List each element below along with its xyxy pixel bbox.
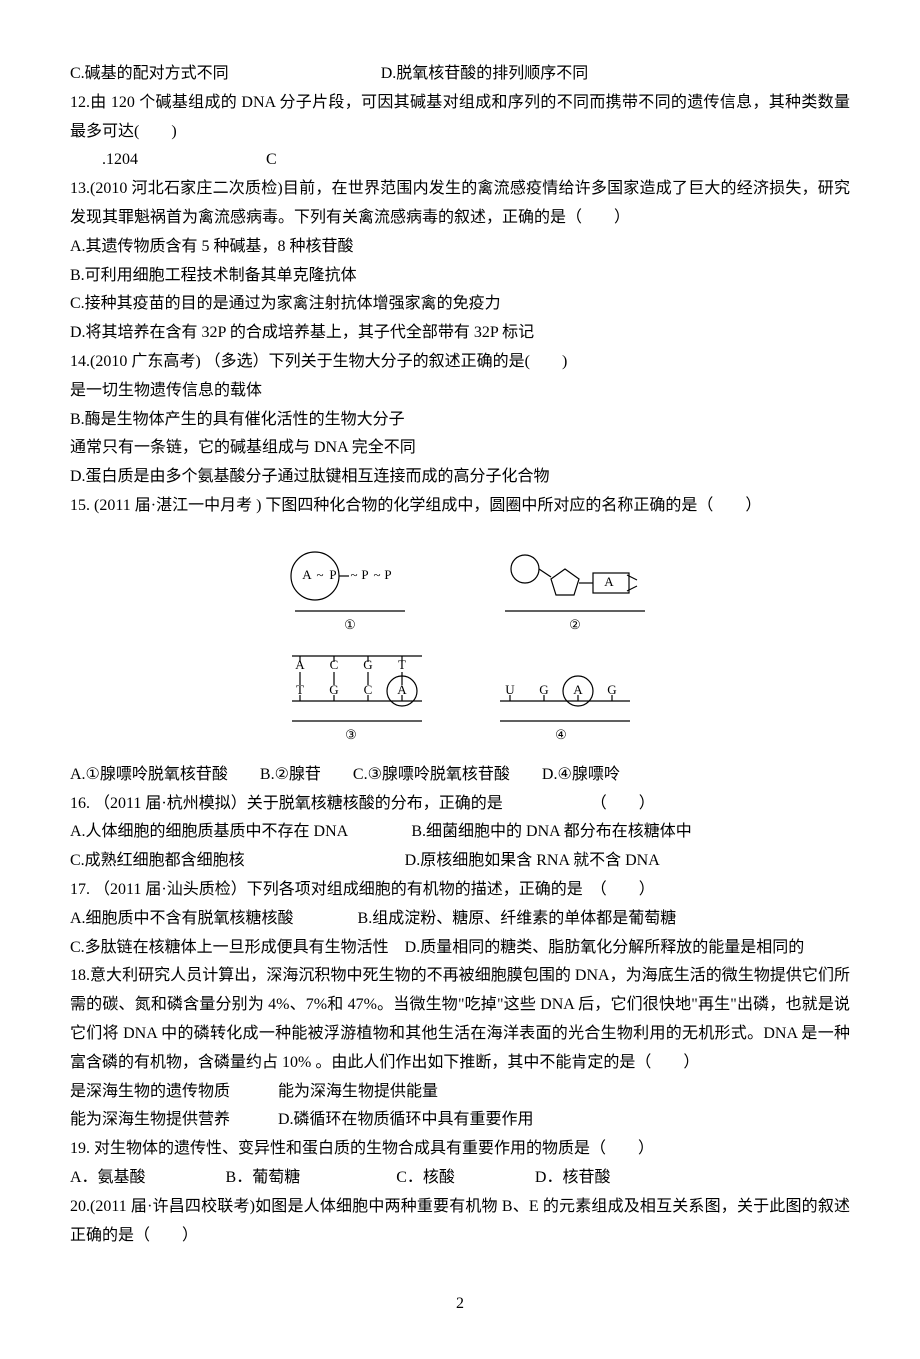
svg-text:A: A (302, 567, 312, 582)
q13-d: D.将其培养在含有 32P 的合成培养基上，其子代全部带有 32P 标记 (70, 319, 850, 348)
svg-text:P: P (361, 567, 368, 582)
svg-text:②: ② (569, 617, 581, 632)
q19-opts: A．氨基酸 B．葡萄糖 C．核酸 D．核苷酸 (70, 1164, 850, 1193)
q15-diagram: A~P~P~P①A②ACGTTGCA③UGAG④ (270, 531, 650, 751)
q14-c: 通常只有一条链，它的碱基组成与 DNA 完全不同 (70, 434, 850, 463)
q20-stem: 20.(2011 届·许昌四校联考)如图是人体细胞中两种重要有机物 B、E 的元… (70, 1193, 850, 1251)
svg-text:P: P (384, 567, 391, 582)
q14-stem: 14.(2010 广东高考) （多选）下列关于生物大分子的叙述正确的是( ) (70, 348, 850, 377)
q12-stem: 12.由 120 个碱基组成的 DNA 分子片段，可因其碱基对组成和序列的不同而… (70, 89, 850, 147)
q17-stem: 17. （2011 届·汕头质检）下列各项对组成细胞的有机物的描述，正确的是 （… (70, 876, 850, 905)
q16-stem: 16. （2011 届·杭州模拟）关于脱氧核糖核酸的分布，正确的是 （ ） (70, 790, 850, 819)
q11-gap (233, 65, 377, 82)
q17-cd: C.多肽链在核糖体上一旦形成便具有生物活性 D.质量相同的糖类、脂肪氧化分解所释… (70, 934, 850, 963)
q19-stem: 19. 对生物体的遗传性、变异性和蛋白质的生物合成具有重要作用的物质是（ ） (70, 1135, 850, 1164)
q15-diagram-wrap: A~P~P~P①A②ACGTTGCA③UGAG④ (70, 531, 850, 751)
q11-options: C.碱基的配对方式不同 D.脱氧核苷酸的排列顺序不同 (70, 60, 850, 89)
q18-stem: 18.意大利研究人员计算出，深海沉积物中死生物的不再被细胞膜包围的 DNA，为海… (70, 962, 850, 1077)
svg-text:P: P (329, 567, 336, 582)
q11-opt-d: D.脱氧核苷酸的排列顺序不同 (381, 65, 589, 82)
q13-stem: 13.(2010 河北石家庄二次质检)目前，在世界范围内发生的禽流感疫情给许多国… (70, 175, 850, 233)
svg-text:U: U (505, 682, 515, 697)
q17-ab: A.细胞质中不含有脱氧核糖核酸 B.组成淀粉、糖原、纤维素的单体都是葡萄糖 (70, 905, 850, 934)
svg-text:C: C (364, 682, 373, 697)
svg-text:①: ① (344, 617, 356, 632)
svg-text:A: A (573, 682, 583, 697)
q15-stem: 15. (2011 届·湛江一中月考 ) 下图四种化合物的化学组成中，圆圈中所对… (70, 492, 850, 521)
svg-text:④: ④ (555, 727, 567, 742)
q14-a: 是一切生物遗传信息的载体 (70, 377, 850, 406)
svg-text:T: T (296, 682, 304, 697)
q13-a: A.其遗传物质含有 5 种碱基，8 种核苷酸 (70, 233, 850, 262)
q12-opts: .1204 C (70, 146, 850, 175)
svg-text:A: A (397, 682, 407, 697)
svg-text:~: ~ (316, 567, 323, 582)
q18-cd: 能为深海生物提供营养 D.磷循环在物质循环中具有重要作用 (70, 1106, 850, 1135)
svg-text:G: G (607, 682, 616, 697)
q15-opts: A.①腺嘌呤脱氧核苷酸 B.②腺苷 C.③腺嘌呤脱氧核苷酸 D.④腺嘌呤 (70, 761, 850, 790)
q18-ab: 是深海生物的遗传物质 能为深海生物提供能量 (70, 1078, 850, 1107)
q14-b: B.酶是生物体产生的具有催化活性的生物大分子 (70, 406, 850, 435)
q13-b: B.可利用细胞工程技术制备其单克隆抗体 (70, 262, 850, 291)
q16-ab: A.人体细胞的细胞质基质中不存在 DNA B.细菌细胞中的 DNA 都分布在核糖… (70, 818, 850, 847)
q16-cd: C.成熟红细胞都含细胞核 D.原核细胞如果含 RNA 就不含 DNA (70, 847, 850, 876)
q11-opt-c: C.碱基的配对方式不同 (70, 65, 229, 82)
svg-text:③: ③ (345, 727, 357, 742)
svg-text:G: G (539, 682, 548, 697)
svg-text:A: A (604, 574, 614, 589)
q14-d: D.蛋白质是由多个氨基酸分子通过肽键相互连接而成的高分子化合物 (70, 463, 850, 492)
svg-text:G: G (329, 682, 338, 697)
svg-text:~: ~ (373, 567, 380, 582)
page-number: 2 (70, 1290, 850, 1319)
svg-text:~: ~ (350, 567, 357, 582)
q13-c: C.接种其疫苗的目的是通过为家禽注射抗体增强家禽的免疫力 (70, 290, 850, 319)
